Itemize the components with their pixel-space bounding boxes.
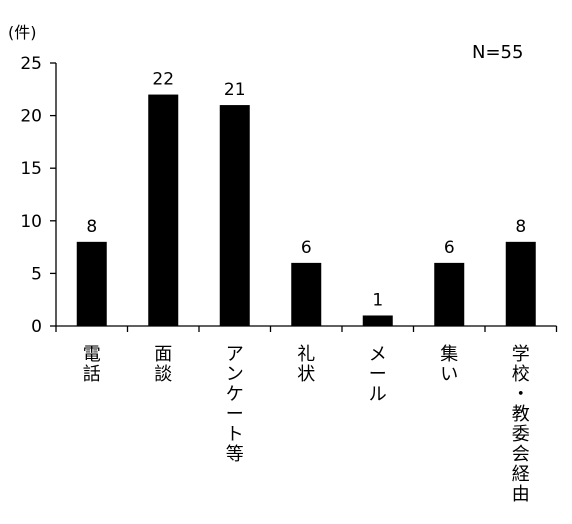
y-tick-label: 5 [31,264,42,284]
data-label: 8 [515,217,526,237]
data-label: 6 [301,238,312,258]
bars [76,94,536,326]
category-label: 礼状 [297,344,315,385]
category-label: 集い [440,344,458,385]
y-tick-label: 25 [20,54,42,74]
y-tick-label: 15 [20,159,42,179]
bar [505,241,536,326]
bar [291,262,322,326]
data-labels: 8 22 21 6 1 6 8 [86,70,526,311]
category-label: アンケート等 [226,344,244,465]
data-label: 6 [444,238,455,258]
bar [219,105,250,326]
category-label: 学校・教委会経由 [512,344,530,505]
y-axis: 0 5 10 15 20 25 [20,54,558,337]
y-unit-label: (件) [8,23,37,42]
bar [362,315,393,326]
bar [148,94,179,326]
bar [76,241,107,326]
y-tick-label: 10 [20,212,42,232]
y-tick-label: 20 [20,107,42,127]
category-label: 電話 [83,344,101,385]
category-label: メール [369,344,387,405]
category-label: 面談 [154,344,172,385]
bar [434,262,465,326]
data-label: 21 [224,80,246,100]
sample-size-annotation: N=55 [472,42,523,63]
y-tick-label: 0 [31,317,42,337]
data-label: 1 [372,290,383,310]
data-label: 22 [152,70,174,90]
category-labels: 電話 面談 アンケート等 礼状 メール 集い 学校・教委会経由 [83,344,530,505]
data-label: 8 [86,217,97,237]
